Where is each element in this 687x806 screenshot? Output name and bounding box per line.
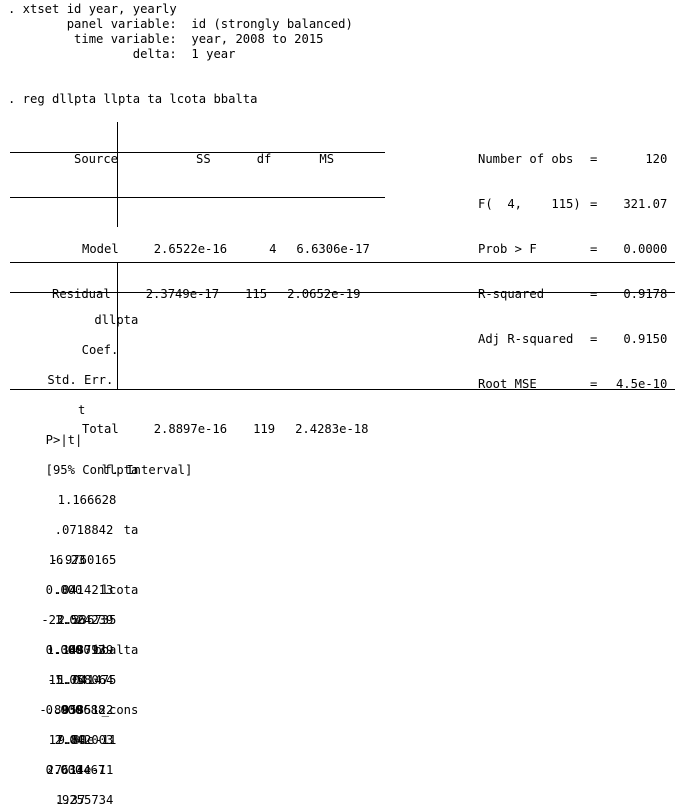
stat-row-adj-rsquared: Adj R-squared = 0.9150 (470, 332, 667, 347)
coef-cell-variable: _cons (101, 703, 139, 717)
coef-cell-stderr: 7.14e-11 (54, 763, 114, 777)
coef-cell-coef: -.9760165 (50, 553, 117, 567)
xtset-command-line: . xtset id year, yearly (8, 2, 177, 16)
stat-row-nobs: Number of obs = 120 (470, 152, 667, 167)
stat-equals: = (590, 242, 598, 256)
stat-equals: = (590, 377, 598, 391)
coef-header-p: P>|t| (45, 433, 83, 447)
coef-header-coef: Coef. (81, 343, 119, 357)
anova-header-source: Source (74, 152, 119, 166)
coef-cell-coef: 1.041475 (57, 673, 117, 687)
stat-value: 0.0000 (623, 242, 668, 256)
anova-cell-ms: 6.6306e-17 (296, 242, 370, 256)
coef-cell-coef: 9.80e-11 (57, 733, 117, 747)
stat-label: R-squared (478, 287, 545, 301)
spacer-line (8, 62, 687, 77)
spacer-line (8, 77, 687, 92)
coef-header-row: dllpta Coef. Std. Err. t P>|t| [95% Conf… (8, 298, 193, 477)
anova-cell-source: Residual (52, 287, 111, 301)
anova-rule-gap (8, 197, 370, 212)
stat-row-f: F( 4, 115) = 321.07 (470, 197, 667, 212)
stat-value: 0.9150 (623, 332, 668, 346)
coef-cell-coef: 1.166628 (57, 493, 117, 507)
stat-equals: = (590, 332, 598, 346)
coef-cell-variable: llpta (101, 463, 139, 477)
coef-cell-variable: bbalta (94, 643, 139, 657)
stat-label: Number of obs (478, 152, 574, 166)
anova-vertical-separator (117, 122, 118, 227)
anova-cell-ss: 2.3749e-17 (145, 287, 220, 301)
anova-header-ms: MS (319, 152, 335, 166)
stat-label: Adj R-squared (478, 332, 574, 346)
anova-cell-ms: 2.0652e-19 (287, 287, 361, 301)
anova-cell-df: 119 (253, 422, 276, 436)
anova-cell-ss: 2.6522e-16 (153, 242, 228, 256)
coef-cell-variable: lcota (101, 583, 139, 597)
coef-cell-coef: 2.336735 (57, 613, 117, 627)
anova-cell-ms: 2.4283e-18 (295, 422, 369, 436)
stat-equals: = (590, 152, 598, 166)
stat-row-prob: Prob > F = 0.0000 (470, 242, 667, 257)
stat-label: Root MSE (478, 377, 537, 391)
stat-equals: = (590, 287, 598, 301)
stat-label: Prob > F (478, 242, 537, 256)
command-output-block: . xtset id year, yearly panel variable: … (8, 2, 687, 107)
coef-header-stderr: Std. Err. (47, 373, 114, 387)
stat-value: 4.5e-10 (615, 377, 668, 391)
stat-equals: = (590, 197, 598, 211)
panel-variable-line: panel variable: id (strongly balanced) (8, 17, 353, 31)
coef-rule-bottom (10, 389, 675, 390)
stat-value: 120 (645, 152, 668, 166)
anova-row-residual: Residual 2.3749e-17 115 2.0652e-19 (8, 287, 370, 302)
anova-cell-df: 115 (245, 287, 268, 301)
coef-header-t: t (78, 403, 86, 417)
coef-vertical-separator (117, 262, 118, 390)
stat-row-rsquared: R-squared = 0.9178 (470, 287, 667, 302)
anova-row-model: Model 2.6522e-16 4 6.6306e-17 (8, 242, 370, 257)
coef-header-depvar: dllpta (37, 313, 138, 328)
anova-cell-source: Model (82, 242, 119, 256)
coef-rule-header (10, 292, 675, 293)
anova-header-df: df (256, 152, 272, 166)
anova-header-row: Source SS df MS (8, 152, 370, 167)
stat-label: F( 4, 115) (478, 197, 581, 211)
model-statistics-panel: Number of obs = 120 F( 4, 115) = 321.07 Prob… (470, 122, 667, 407)
coef-cell-variable: ta (123, 523, 139, 537)
stat-row-root-mse: Root MSE = 4.5e-10 (470, 377, 667, 392)
regress-command-line: . reg dllpta llpta ta lcota bbalta (8, 92, 258, 106)
anova-cell-df: 4 (269, 242, 277, 256)
anova-rule-top (10, 152, 385, 153)
coef-rule-top (10, 262, 675, 263)
time-variable-line: time variable: year, 2008 to 2015 (8, 32, 324, 46)
coefficient-table: dllpta Coef. Std. Err. t P>|t| [95% Conf… (8, 268, 193, 806)
stat-value: 321.07 (623, 197, 668, 211)
stat-value: 0.9178 (623, 287, 668, 301)
delta-line: delta: 1 year (8, 47, 236, 61)
anova-header-ss: SS (196, 152, 211, 166)
anova-rule-middle (10, 197, 385, 198)
coef-cell-t: 1.37 (56, 793, 86, 806)
